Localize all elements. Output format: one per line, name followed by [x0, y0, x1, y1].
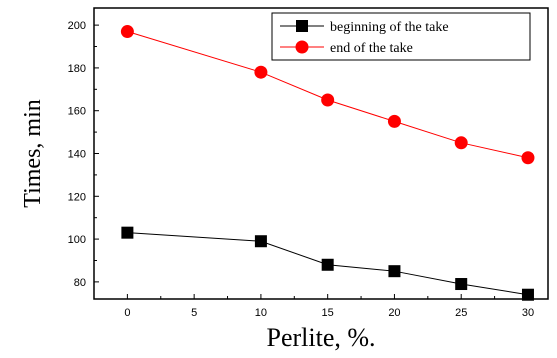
x-axis-ticks: 0 5 10 15 20 25 30 [124, 294, 534, 319]
data-point-square [321, 258, 334, 271]
y-axis-title: Times, min [20, 99, 46, 207]
x-tick-label: 10 [255, 307, 267, 319]
data-point-square [455, 278, 468, 291]
data-point-square [121, 226, 134, 239]
x-tick-label: 5 [191, 307, 197, 319]
y-tick-label: 200 [68, 20, 86, 32]
data-point-square [388, 265, 401, 278]
legend-box [271, 12, 531, 61]
series-line [127, 232, 529, 296]
series-beginning [121, 226, 534, 301]
y-tick-label: 180 [68, 63, 86, 75]
y-tick-label: 160 [68, 106, 86, 118]
x-tick-label: 30 [522, 307, 534, 319]
data-point-circle [521, 151, 535, 165]
data-point-square [254, 235, 267, 248]
series-layer [120, 25, 535, 301]
data-point-circle [120, 25, 134, 39]
x-tick-label: 15 [322, 307, 334, 319]
y-tick-label: 140 [68, 149, 86, 161]
x-tick-label: 0 [124, 307, 130, 319]
data-point-square [521, 288, 534, 301]
data-point-circle [454, 136, 468, 150]
legend-label: end of the take [330, 41, 413, 56]
y-tick-label: 100 [68, 234, 86, 246]
legend-marker-square [296, 20, 308, 32]
y-tick-label: 80 [74, 277, 86, 289]
data-point-circle [254, 65, 268, 79]
x-tick-label: 20 [388, 307, 400, 319]
series-line [127, 31, 529, 159]
legend-label: beginning of the take [330, 20, 449, 35]
data-point-circle [321, 93, 335, 107]
data-point-circle [387, 114, 401, 128]
series-end [120, 25, 535, 165]
y-tick-label: 120 [68, 191, 86, 203]
x-tick-label: 25 [455, 307, 467, 319]
legend: beginning of the take end of the take [271, 12, 531, 61]
x-axis-title: Perlite, %. [266, 323, 375, 352]
y-axis-ticks: 80 100 120 140 160 180 200 [68, 20, 99, 289]
legend-marker-circle [295, 40, 309, 54]
